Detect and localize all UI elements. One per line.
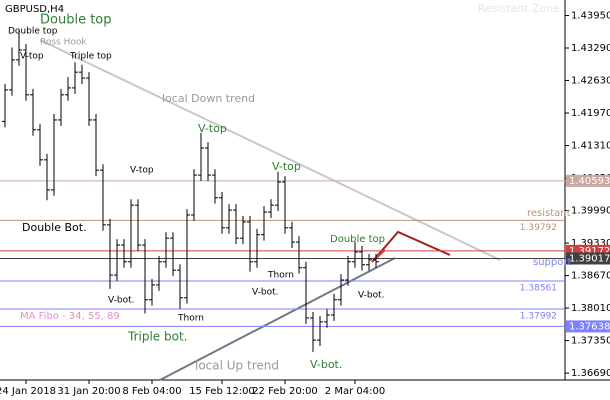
annotation: V-top: [198, 122, 227, 135]
annotation: support: [533, 257, 571, 268]
x-tick-label: 24 Jan 2018: [0, 386, 56, 397]
level-box: [566, 252, 610, 265]
y-tick-label: 1.42630: [571, 76, 610, 87]
y-tick-label: 1.38670: [571, 271, 610, 282]
annotation: V-top: [272, 160, 301, 173]
y-tick-label: 1.39990: [571, 206, 610, 217]
x-tick-label: 22 Feb 20:00: [252, 386, 318, 397]
level-label: 1.38561: [520, 283, 557, 293]
level-label: 1.39792: [520, 223, 557, 233]
level-box: [566, 174, 610, 187]
level-label: 1.39017: [569, 253, 610, 264]
level-label: 1.39172: [569, 246, 610, 257]
y-tick-label: 1.39330: [571, 238, 610, 249]
level-label: 1.37638: [569, 321, 610, 332]
annotation: Thorn: [267, 271, 294, 281]
level-label: 1.40593: [569, 176, 610, 187]
x-tick-label: 8 Feb 04:00: [122, 386, 181, 397]
down-trend-line: [39, 39, 501, 261]
y-tick-label: 1.41970: [571, 108, 610, 119]
y-tick-label: 1.43950: [571, 11, 610, 22]
annotation: local Up trend: [195, 359, 279, 373]
annotation: V-top: [20, 52, 44, 62]
annotation: local Down trend: [162, 92, 255, 105]
annotation: Double top: [8, 27, 58, 37]
up-trend-line: [159, 257, 396, 381]
y-tick-label: 1.43290: [571, 43, 610, 54]
x-tick-label: 2 Mar 04:00: [325, 386, 385, 397]
x-tick-label: 15 Feb 12:00: [189, 386, 255, 397]
annotation: V-bot.: [252, 288, 279, 298]
level-box: [566, 320, 610, 333]
annotation: V-bot.: [108, 296, 135, 306]
annotation: Double top: [330, 234, 385, 245]
annotation: V-bot.: [358, 291, 385, 301]
annotation: Triple top: [69, 52, 112, 62]
y-tick-label: 1.38010: [571, 303, 610, 314]
annotation: V-bot.: [310, 358, 342, 371]
chart-title: GBPUSD,H4: [5, 4, 64, 15]
y-tick-label: 1.36690: [571, 368, 610, 379]
y-tick-label: 1.41310: [571, 141, 610, 152]
annotation: resistant: [527, 208, 571, 219]
annotation: Double Bot.: [22, 221, 87, 234]
y-tick-label: 1.37350: [571, 336, 610, 347]
annotation: Thorn: [177, 314, 204, 324]
projection: [371, 230, 451, 263]
annotation: Triple bot.: [127, 330, 187, 344]
annotation: Ross Hook: [40, 38, 87, 48]
annotation: V-top: [130, 166, 154, 176]
watermark: Resistant Zone: [478, 2, 561, 15]
annotation: Double top: [40, 13, 112, 28]
level-label: 1.37992: [520, 311, 557, 321]
x-tick-label: 31 Jan 20:00: [57, 386, 120, 397]
annotation: MA Fibo - 34, 55, 89: [20, 311, 120, 322]
